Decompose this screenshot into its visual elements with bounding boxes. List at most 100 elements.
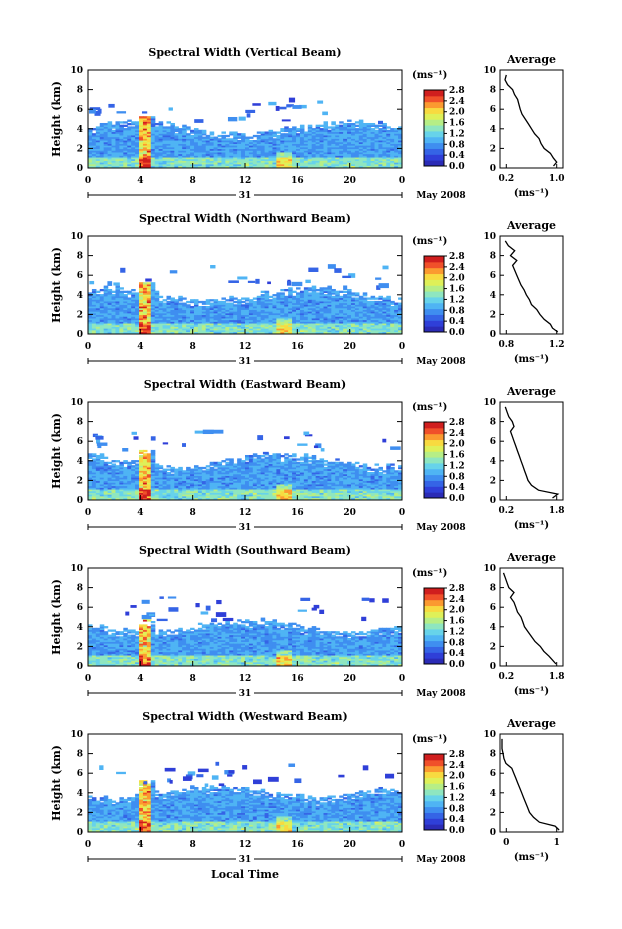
heatmap-cell — [150, 317, 156, 321]
heatmap-cell — [354, 160, 360, 163]
heatmap-cell — [150, 287, 156, 290]
heatmap-cell — [142, 456, 148, 459]
heatmap-cell — [197, 316, 203, 319]
heatmap-cell — [123, 145, 128, 148]
heatmap-cell — [186, 141, 191, 144]
heatmap-cell — [115, 482, 120, 485]
heatmap-cell — [229, 143, 234, 146]
heatmap-cell — [276, 146, 281, 150]
heatmap-cell — [233, 314, 238, 317]
heatmap-cell — [233, 468, 238, 471]
heatmap-cell — [111, 316, 117, 319]
heatmap-cell — [111, 482, 117, 485]
heatmap-cell — [107, 487, 113, 490]
heatmap-cell — [311, 314, 317, 317]
heatmap-cell — [256, 475, 262, 478]
heatmap-cell — [252, 461, 258, 465]
heatmap-cell — [115, 150, 120, 153]
heatmap-cell — [233, 304, 238, 307]
heatmap-cell — [170, 126, 175, 129]
heatmap-cell — [107, 319, 113, 322]
heatmap-cell — [241, 497, 246, 500]
heatmap-cell — [260, 162, 266, 165]
heatmap-cell — [174, 487, 179, 490]
heatmap-cell — [162, 494, 168, 497]
heatmap-cell — [111, 490, 117, 493]
heatmap-cell — [123, 328, 128, 331]
heatmap-cell — [245, 475, 250, 478]
heatmap-cell — [339, 326, 344, 329]
heatmap-cell — [358, 150, 364, 153]
heatmap-cell — [146, 119, 152, 122]
heatmap-cell — [245, 454, 250, 458]
heatmap-cell — [237, 300, 242, 304]
heatmap-cell — [174, 316, 179, 319]
heatmap-cell — [264, 155, 270, 158]
heatmap-cell — [135, 307, 140, 310]
heatmap-cell — [95, 326, 101, 329]
heatmap-cell — [229, 478, 234, 482]
heatmap-cell — [111, 495, 117, 499]
heatmap-cell — [264, 163, 270, 167]
heatmap-cell — [197, 305, 203, 309]
heatmap-cell — [115, 304, 120, 307]
heatmap-cell — [91, 307, 97, 310]
heatmap-cell — [150, 153, 156, 156]
heatmap-cell — [299, 300, 305, 304]
heatmap-cell — [142, 322, 148, 326]
heatmap-cell — [213, 478, 219, 482]
heatmap-cell — [303, 153, 309, 156]
heatmap-cell — [260, 158, 266, 161]
heatmap-cell — [135, 128, 140, 131]
heatmap-cell — [237, 155, 242, 158]
heatmap-cell — [146, 473, 152, 476]
heatmap-cell — [386, 309, 391, 312]
heatmap-cell — [182, 326, 187, 329]
heatmap-cell — [135, 297, 140, 300]
heatmap-cell — [272, 145, 277, 148]
heatmap-cell — [145, 278, 152, 282]
heatmap-cell — [201, 131, 207, 134]
heatmap-cell — [193, 478, 199, 482]
heatmap-cell — [358, 165, 364, 168]
heatmap-cell — [252, 324, 258, 327]
heatmap-cell — [182, 322, 187, 326]
heatmap-cell — [334, 268, 342, 273]
heatmap-cell — [366, 126, 372, 129]
heatmap-cell — [197, 139, 203, 143]
heatmap-cell — [307, 150, 313, 153]
heatmap-cell — [245, 471, 250, 475]
heatmap-cell — [142, 131, 148, 134]
heatmap-cell — [248, 326, 254, 329]
heatmap-cell — [146, 465, 152, 468]
heatmap-cell — [139, 122, 144, 126]
heatmap-cell — [394, 129, 399, 133]
heatmap-cell — [237, 485, 242, 488]
heatmap-cell — [107, 124, 113, 127]
heatmap-cell — [376, 285, 381, 290]
heatmap-cell — [296, 304, 301, 307]
heatmap-cell — [233, 153, 238, 156]
heatmap-cell — [272, 139, 277, 143]
heatmap-cell — [331, 295, 336, 299]
heatmap-cell — [339, 128, 344, 131]
heatmap-cell — [99, 299, 105, 302]
heatmap-cell — [350, 300, 356, 304]
heatmap-cell — [288, 287, 293, 290]
heatmap-cell — [150, 473, 156, 476]
heatmap-cell — [315, 139, 321, 143]
heatmap-cell — [327, 141, 332, 144]
heatmap-cell — [158, 145, 164, 148]
heatmap-cell — [221, 478, 226, 482]
heatmap-cell — [311, 148, 317, 151]
heatmap-cell — [307, 304, 313, 307]
heatmap-cell — [256, 304, 262, 307]
heatmap-cell — [186, 155, 191, 158]
heatmap-cell — [264, 133, 270, 136]
heatmap-cell — [323, 141, 329, 144]
heatmap-cell — [99, 139, 105, 143]
heatmap-cell — [150, 307, 156, 310]
heatmap-cell — [115, 487, 120, 490]
heatmap-cell — [237, 139, 242, 143]
heatmap-cell — [315, 317, 321, 321]
